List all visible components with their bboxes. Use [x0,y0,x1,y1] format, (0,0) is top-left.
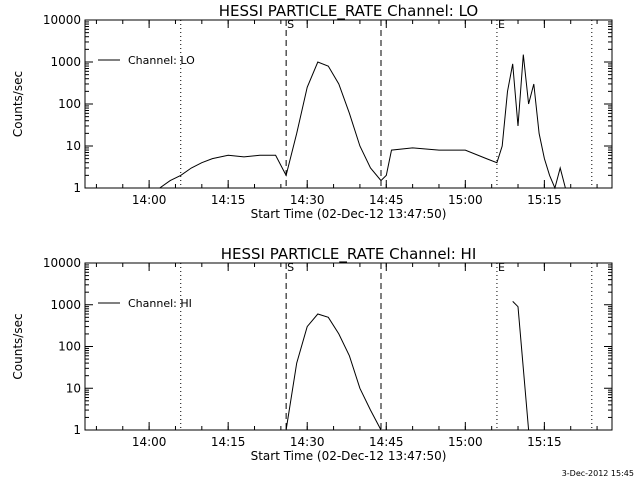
vline-label: S [287,261,294,274]
x-tick-label: 15:15 [527,193,562,207]
vline-label: E [498,261,505,274]
x-axis-label: Start Time (02-Dec-12 13:47:50) [251,449,447,463]
x-tick-label: 14:15 [211,435,246,449]
y-axis-label: Counts/sec [11,71,25,137]
x-tick-label: 14:30 [290,193,325,207]
x-axis-label: Start Time (02-Dec-12 13:47:50) [251,207,447,221]
y-tick-label: 100 [58,97,81,111]
legend-label: Channel: HI [128,297,192,310]
series-line [107,54,566,190]
vline-label: S [287,18,294,31]
timestamp-footer: 3-Dec-2012 15:45 [561,469,634,478]
legend-label: Channel: LO [128,54,195,67]
y-tick-label: 10 [66,139,81,153]
x-tick-label: 14:45 [369,193,404,207]
plot-frame [84,19,613,189]
chart-title: HESSI PARTICLE_RATE Channel: HI [221,245,477,264]
y-tick-label: 10000 [43,13,81,27]
vline-label: E [498,18,505,31]
x-tick-label: 14:45 [369,435,404,449]
series-line [285,313,382,431]
x-tick-label: 14:00 [132,435,167,449]
y-tick-label: 100 [58,340,81,354]
y-tick-label: 1000 [50,298,81,312]
x-tick-label: 15:15 [527,435,562,449]
x-tick-label: 15:00 [448,193,483,207]
y-tick-label: 1 [73,423,81,437]
x-tick-label: 15:00 [448,435,483,449]
y-tick-label: 1000 [50,55,81,69]
y-tick-label: 1 [73,181,81,195]
x-tick-label: 14:30 [290,435,325,449]
y-axis-label: Counts/sec [11,313,25,379]
y-tick-label: 10000 [43,256,81,270]
y-tick-label: 10 [66,381,81,395]
chart-title: HESSI PARTICLE_RATE Channel: LO [219,2,478,21]
x-tick-label: 14:00 [132,193,167,207]
x-tick-label: 14:15 [211,193,246,207]
series-line [512,301,530,431]
plot-frame [84,262,613,431]
